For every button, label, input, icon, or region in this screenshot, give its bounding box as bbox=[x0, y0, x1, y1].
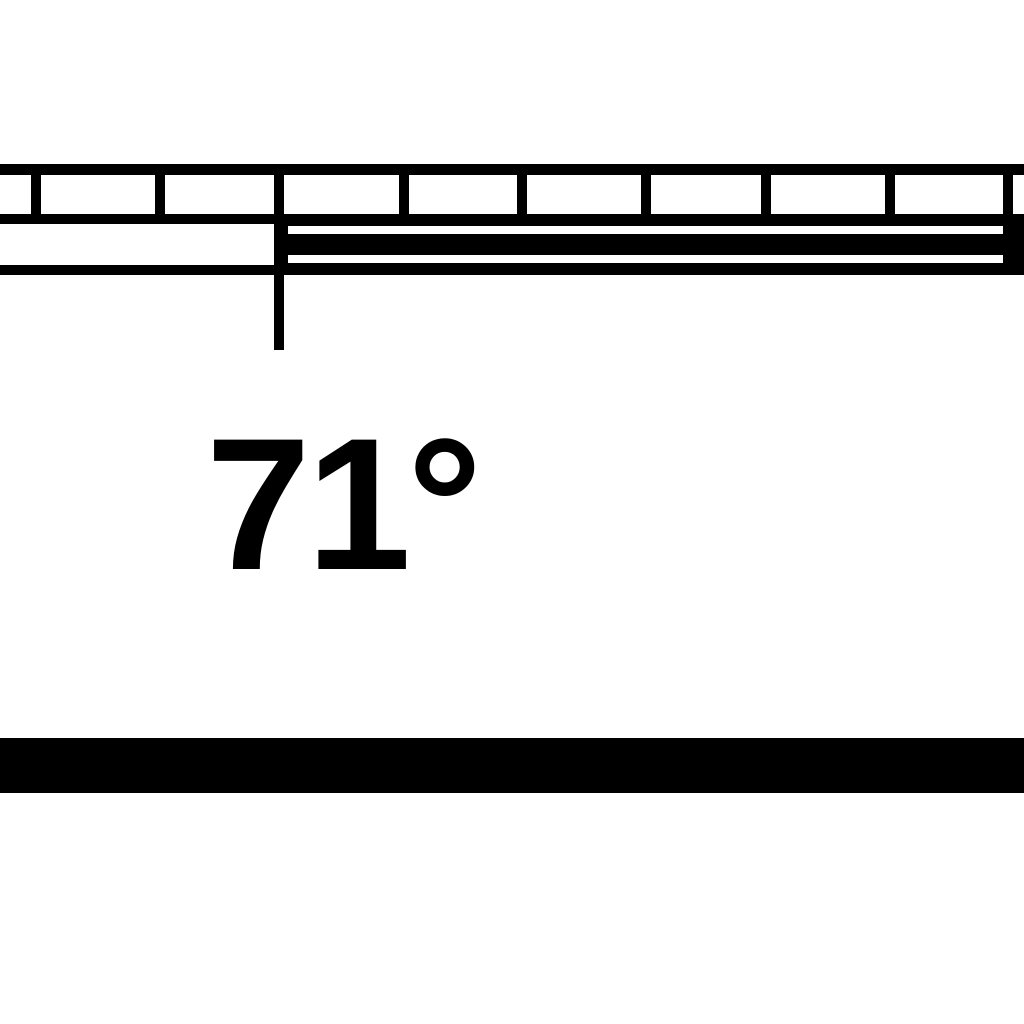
temperature-scale-graphic bbox=[0, 164, 1024, 350]
scale-tick-3 bbox=[399, 175, 409, 215]
scale-bottom-border bbox=[0, 265, 1024, 275]
scale-tick-2 bbox=[155, 175, 165, 215]
indicator-track-gap-upper bbox=[288, 226, 1003, 234]
scale-tick-6 bbox=[761, 175, 771, 215]
temperature-scale bbox=[0, 0, 1024, 360]
indicator-pointer-line bbox=[274, 175, 284, 350]
scale-middle-border bbox=[0, 214, 1024, 224]
scale-tick-5 bbox=[641, 175, 651, 215]
scale-top-border bbox=[0, 164, 1024, 175]
scale-tick-4 bbox=[517, 175, 527, 215]
scale-tick-8 bbox=[1003, 175, 1013, 215]
temperature-readout: 71° bbox=[206, 399, 482, 609]
indicator-track-right-cap bbox=[1003, 224, 1013, 269]
solid-bar bbox=[0, 738, 1024, 793]
thermometer-scale-indicator bbox=[274, 175, 1024, 350]
scale-tick-7 bbox=[885, 175, 895, 215]
scale-tick-1 bbox=[31, 175, 41, 215]
indicator-track-gap-lower bbox=[288, 255, 1003, 263]
